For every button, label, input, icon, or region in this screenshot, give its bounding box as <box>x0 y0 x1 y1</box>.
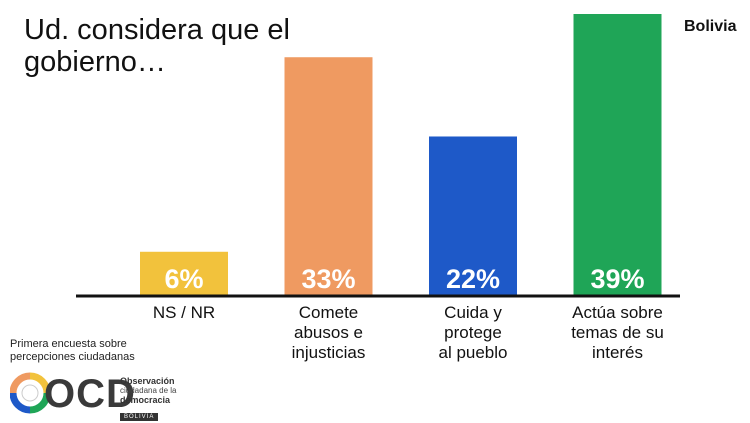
bar-value-label-1: 6% <box>164 264 203 294</box>
country-label: Bolivia <box>684 18 737 35</box>
bar-value-label-2: 33% <box>301 264 355 294</box>
category-label-line: protege <box>444 323 502 342</box>
category-label-line: abusos e <box>294 323 363 342</box>
category-label-line: temas de su <box>571 323 664 342</box>
title-line-1: Ud. considera que el <box>24 14 290 46</box>
logo-country-badge: BOLIVIA <box>120 413 159 421</box>
bar-value-label-3: 22% <box>446 264 500 294</box>
category-label-4: Actúa sobre temas de su interés <box>571 303 664 362</box>
logo-subtitle: ciudadana de la <box>120 386 177 395</box>
ocd-logo: OCD Observación ciudadana de la democrac… <box>10 370 210 422</box>
bar-2 <box>284 57 373 295</box>
title-line-2: gobierno… <box>24 46 166 78</box>
category-label-2: Comete abusos e injusticias <box>292 303 366 362</box>
category-label-line: al pueblo <box>438 343 507 362</box>
category-label-line: NS / NR <box>153 303 215 322</box>
category-label-3: Cuida y protege al pueblo <box>438 303 507 362</box>
category-label-line: injusticias <box>292 343 366 362</box>
category-label-line: Comete <box>299 303 359 322</box>
footer-caption-line-2: percepciones ciudadanas <box>10 351 135 363</box>
footer-caption-line-1: Primera encuesta sobre <box>10 338 127 350</box>
bar-1 <box>140 251 228 295</box>
category-label-line: interés <box>592 343 643 362</box>
category-label-line: Actúa sobre <box>572 303 663 322</box>
chart-title: Ud. considera que el gobierno… <box>24 14 324 78</box>
category-label-1: NS / NR <box>153 303 215 322</box>
logo-text: Observación ciudadana de la democracia B… <box>120 376 210 423</box>
logo-letters: OCD <box>44 372 136 416</box>
footer-caption: Primera encuesta sobre percepciones ciud… <box>10 338 210 364</box>
footer: Primera encuesta sobre percepciones ciud… <box>10 338 210 422</box>
ocd-logo-ring-icon <box>10 372 50 414</box>
bars-group: 6% NS / NR 33% Comete abusos e injusticias 22%… <box>140 14 664 362</box>
bar-value-label-4: 39% <box>590 264 644 294</box>
logo-name: Observación <box>120 376 175 386</box>
bar-3 <box>429 136 517 295</box>
category-label-line: Cuida y <box>444 303 502 322</box>
logo-subtitle-2: democracia <box>120 395 171 405</box>
bar-4 <box>573 14 662 295</box>
